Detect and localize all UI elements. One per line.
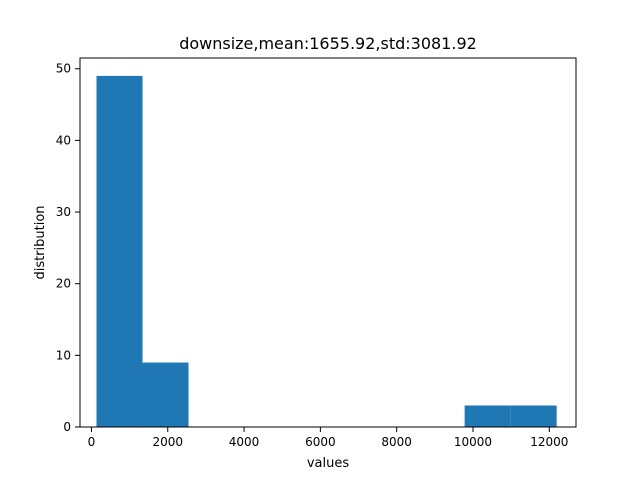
x-axis-label: values — [307, 456, 350, 471]
bars-group — [96, 75, 557, 427]
x-tick-label: 8000 — [381, 435, 412, 449]
y-tick-label: 20 — [56, 277, 71, 291]
y-tick-label: 40 — [56, 133, 71, 147]
y-tick-label: 0 — [63, 420, 71, 434]
x-tick-label: 6000 — [305, 435, 336, 449]
y-tick-label: 10 — [56, 348, 71, 362]
histogram-bar-10 — [510, 405, 557, 427]
x-tick-label: 10000 — [454, 435, 492, 449]
y-axis-ticks: 0 10 20 30 40 50 — [56, 62, 80, 434]
x-tick-label: 0 — [88, 435, 96, 449]
chart-title: downsize,mean:1655.92,std:3081.92 — [179, 34, 477, 53]
y-axis-label: distribution — [33, 205, 48, 279]
histogram-bar-1 — [96, 75, 143, 427]
x-tick-label: 4000 — [229, 435, 260, 449]
x-axis-ticks: 0 2000 4000 6000 8000 10000 12000 — [88, 427, 568, 449]
histogram-bar-9 — [464, 405, 511, 427]
x-tick-label: 12000 — [530, 435, 568, 449]
histogram-bar-2 — [142, 362, 189, 427]
y-tick-label: 30 — [56, 205, 71, 219]
x-tick-label: 2000 — [152, 435, 183, 449]
y-tick-label: 50 — [56, 62, 71, 76]
plot-frame — [79, 57, 577, 428]
